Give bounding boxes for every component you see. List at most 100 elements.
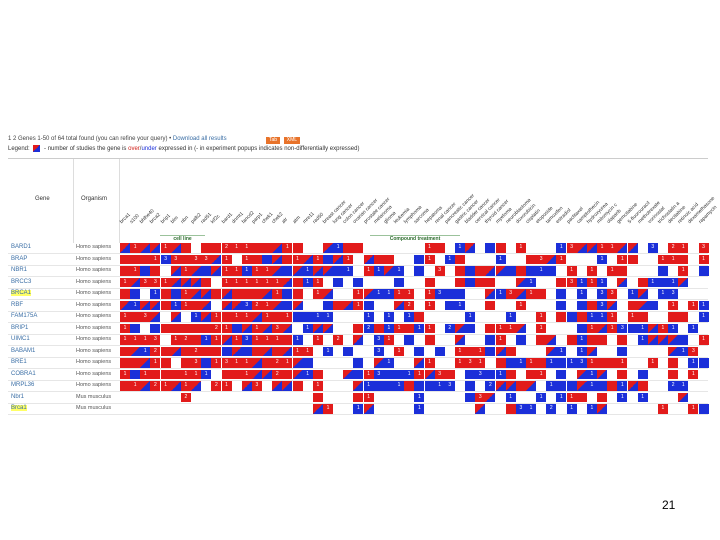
heatmap-cell[interactable] (536, 335, 547, 345)
heatmap-cell[interactable] (343, 243, 354, 253)
heatmap-cell[interactable]: 1 (546, 358, 557, 368)
heatmap-cell[interactable] (343, 346, 354, 357)
heatmap-cell[interactable] (556, 381, 567, 391)
heatmap-cell[interactable]: 2 (180, 335, 191, 345)
heatmap-cell[interactable]: 3 (647, 243, 658, 253)
heatmap-cell[interactable] (231, 369, 242, 380)
heatmap-cell[interactable] (120, 300, 130, 311)
heatmap-cell[interactable] (515, 323, 526, 334)
heatmap-cell[interactable]: 3 (505, 289, 516, 299)
heatmap-cell[interactable] (505, 346, 516, 357)
heatmap-cell[interactable]: 1 (323, 404, 333, 414)
heatmap-cell[interactable] (444, 300, 455, 311)
heatmap-cell[interactable]: 1 (180, 266, 191, 276)
heatmap-cell[interactable]: 1 (647, 358, 658, 368)
heatmap-cell[interactable] (363, 289, 374, 299)
heatmap-cell[interactable]: 1 (465, 312, 476, 322)
heatmap-cell[interactable]: 1 (556, 243, 567, 253)
condition-header[interactable]: nbn (179, 214, 190, 225)
heatmap-cell[interactable] (140, 254, 151, 265)
heatmap-cell[interactable]: 1 (576, 335, 587, 345)
heatmap-cell[interactable]: 1 (536, 369, 547, 380)
heatmap-cell[interactable] (333, 277, 344, 288)
heatmap-cell[interactable]: 3 (373, 335, 384, 345)
heatmap-cell[interactable] (657, 277, 668, 288)
heatmap-cell[interactable] (657, 266, 668, 276)
heatmap-cell[interactable] (130, 289, 141, 299)
heatmap-cell[interactable]: 1 (597, 277, 608, 288)
download-link[interactable]: Download all results (172, 136, 227, 142)
heatmap-cell[interactable]: 1 (292, 254, 303, 265)
heatmap-cell[interactable]: 1 (150, 289, 161, 299)
gene-link[interactable]: BABAM1 (11, 347, 36, 354)
heatmap-cell[interactable]: 2 (150, 346, 161, 357)
heatmap-cell[interactable] (485, 266, 496, 276)
heatmap-cell[interactable]: 1 (394, 346, 405, 357)
heatmap-cell[interactable]: 1 (424, 289, 435, 299)
heatmap-cell[interactable] (170, 289, 181, 299)
heatmap-cell[interactable]: 3 (221, 358, 232, 368)
heatmap-cell[interactable]: 1 (657, 323, 668, 334)
gene-link[interactable]: BRIP1 (11, 324, 29, 331)
heatmap-cell[interactable] (637, 300, 648, 311)
heatmap-cell[interactable]: 1 (454, 346, 465, 357)
heatmap-cell[interactable]: 1 (130, 381, 141, 391)
heatmap-cell[interactable] (120, 266, 130, 276)
heatmap-cell[interactable] (221, 346, 232, 357)
heatmap-cell[interactable] (170, 266, 181, 276)
heatmap-cell[interactable]: 1 (150, 358, 161, 368)
heatmap-cell[interactable]: 2 (272, 369, 283, 380)
heatmap-cell[interactable]: 1 (312, 312, 323, 322)
heatmap-cell[interactable] (262, 346, 273, 357)
heatmap-cell[interactable] (231, 300, 242, 311)
heatmap-cell[interactable] (414, 381, 425, 391)
heatmap-cell[interactable]: 1 (221, 277, 232, 288)
heatmap-cell[interactable] (201, 358, 212, 368)
heatmap-cell[interactable]: 2 (668, 243, 679, 253)
heatmap-cell[interactable]: 1 (241, 358, 252, 368)
heatmap-cell[interactable] (546, 266, 557, 276)
heatmap-cell[interactable] (465, 243, 476, 253)
heatmap-cell[interactable] (302, 312, 313, 322)
heatmap-cell[interactable] (140, 358, 151, 368)
heatmap-cell[interactable] (515, 335, 526, 345)
heatmap-cell[interactable] (292, 381, 303, 391)
heatmap-cell[interactable]: 1 (241, 369, 252, 380)
heatmap-cell[interactable] (597, 404, 608, 414)
heatmap-cell[interactable]: 3 (576, 358, 587, 368)
heatmap-cell[interactable] (272, 381, 283, 391)
heatmap-cell[interactable]: 1 (221, 381, 232, 391)
heatmap-cell[interactable]: 1 (120, 369, 130, 380)
heatmap-cell[interactable] (495, 381, 506, 391)
heatmap-cell[interactable] (272, 312, 283, 322)
heatmap-cell[interactable] (597, 369, 608, 380)
gene-link[interactable]: FAM175A (11, 313, 38, 319)
heatmap-cell[interactable] (292, 277, 303, 288)
heatmap-cell[interactable] (383, 266, 394, 276)
heatmap-cell[interactable] (698, 404, 709, 414)
heatmap-cell[interactable]: 3 (251, 381, 262, 391)
heatmap-cell[interactable]: 1 (556, 392, 567, 403)
heatmap-cell[interactable]: 1 (414, 323, 425, 334)
heatmap-cell[interactable] (150, 243, 161, 253)
heatmap-cell[interactable]: 1 (536, 392, 547, 403)
heatmap-cell[interactable]: 1 (434, 381, 445, 391)
heatmap-cell[interactable] (323, 266, 333, 276)
heatmap-cell[interactable]: 1 (424, 323, 435, 334)
heatmap-cell[interactable]: 1 (576, 346, 587, 357)
heatmap-cell[interactable]: 1 (454, 358, 465, 368)
heatmap-cell[interactable] (180, 346, 191, 357)
heatmap-cell[interactable]: 1 (241, 243, 252, 253)
heatmap-cell[interactable]: 1 (373, 266, 384, 276)
heatmap-cell[interactable]: 1 (475, 346, 486, 357)
heatmap-cell[interactable] (668, 358, 679, 368)
heatmap-cell[interactable] (262, 323, 273, 334)
heatmap-cell[interactable] (363, 254, 374, 265)
heatmap-cell[interactable]: 3 (241, 335, 252, 345)
heatmap-cell[interactable] (627, 381, 638, 391)
heatmap-cell[interactable]: 1 (586, 404, 597, 414)
heatmap-cell[interactable]: 3 (373, 346, 384, 357)
heatmap-cell[interactable] (597, 358, 608, 368)
heatmap-cell[interactable] (282, 335, 293, 345)
heatmap-cell[interactable]: 1 (394, 381, 405, 391)
